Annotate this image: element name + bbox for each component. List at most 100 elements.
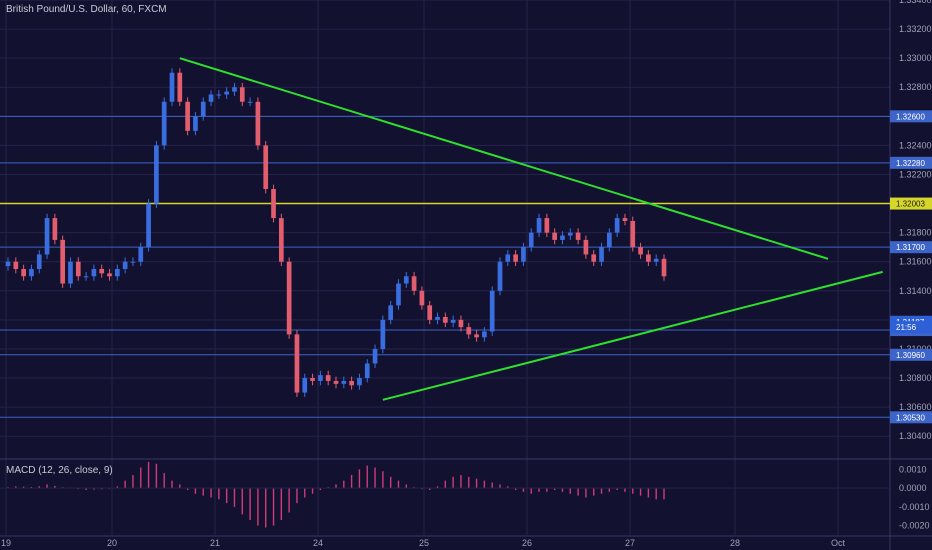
- candle-down[interactable]: [60, 239, 66, 284]
- trendline[interactable]: [179, 57, 829, 260]
- candle-down[interactable]: [442, 316, 448, 323]
- candle-up[interactable]: [357, 378, 362, 386]
- candle-up[interactable]: [138, 247, 144, 262]
- x-tick-label: 27: [625, 538, 635, 548]
- candle-down[interactable]: [99, 268, 105, 274]
- candle-up[interactable]: [653, 258, 659, 262]
- candle-up[interactable]: [200, 101, 206, 117]
- candle-up[interactable]: [403, 276, 409, 284]
- candle-down[interactable]: [552, 232, 558, 240]
- candle-up[interactable]: [232, 87, 237, 92]
- candle-down[interactable]: [325, 375, 331, 381]
- x-tick-label: 19: [1, 538, 11, 548]
- level-tag: [890, 156, 932, 169]
- price-tag-label: 21:56: [896, 323, 917, 332]
- candle-up[interactable]: [521, 247, 526, 262]
- candle-down[interactable]: [411, 276, 417, 291]
- candle-up[interactable]: [497, 261, 503, 291]
- candle-down[interactable]: [419, 290, 425, 306]
- candle-down[interactable]: [575, 232, 581, 240]
- candle-down[interactable]: [583, 239, 589, 255]
- candle-down[interactable]: [466, 327, 472, 335]
- candle-up[interactable]: [505, 254, 511, 262]
- candle-down[interactable]: [638, 247, 643, 255]
- candle-up[interactable]: [435, 316, 440, 320]
- candle-up[interactable]: [388, 305, 394, 320]
- candle-up[interactable]: [302, 378, 308, 393]
- candle-up[interactable]: [154, 145, 159, 204]
- candle-up[interactable]: [29, 268, 34, 277]
- candle-up[interactable]: [247, 101, 253, 103]
- candle-down[interactable]: [239, 87, 245, 102]
- level-tag: [890, 110, 932, 123]
- candle-up[interactable]: [450, 319, 456, 323]
- candle-up[interactable]: [91, 268, 97, 277]
- candle-up[interactable]: [68, 261, 73, 284]
- candle-down[interactable]: [591, 254, 597, 262]
- x-tick-label: Oct: [831, 538, 846, 548]
- candle-down[interactable]: [544, 218, 550, 233]
- candle-down[interactable]: [349, 380, 354, 386]
- candle-down[interactable]: [185, 101, 190, 131]
- candle-down[interactable]: [661, 258, 667, 277]
- candle-up[interactable]: [536, 218, 542, 233]
- candle-up[interactable]: [122, 261, 128, 269]
- candle-up[interactable]: [224, 91, 230, 95]
- candle-up[interactable]: [396, 283, 401, 306]
- candle-down[interactable]: [263, 145, 269, 190]
- level-tag-label: 1.32600: [896, 112, 925, 121]
- level-tag: [890, 348, 932, 361]
- candle-up[interactable]: [5, 261, 11, 267]
- candle-down[interactable]: [255, 101, 261, 146]
- candle-up[interactable]: [606, 232, 612, 248]
- candle-down[interactable]: [513, 254, 518, 262]
- candle-down[interactable]: [271, 189, 276, 219]
- candle-up[interactable]: [130, 261, 136, 263]
- candle-up[interactable]: [567, 232, 573, 236]
- candle-up[interactable]: [83, 276, 89, 278]
- candle-down[interactable]: [107, 273, 112, 277]
- candle-down[interactable]: [278, 218, 284, 262]
- candle-up[interactable]: [161, 101, 167, 146]
- candle-up[interactable]: [36, 254, 42, 269]
- candle-down[interactable]: [646, 254, 651, 262]
- candle-down[interactable]: [21, 268, 26, 277]
- candle-up[interactable]: [599, 247, 604, 262]
- candle-down[interactable]: [333, 380, 339, 384]
- candle-down[interactable]: [622, 218, 628, 222]
- candle-down[interactable]: [294, 334, 300, 393]
- x-tick-label: 25: [419, 538, 429, 548]
- candle-up[interactable]: [193, 116, 198, 131]
- y-tick-label: 1.31800: [899, 228, 932, 238]
- candle-up[interactable]: [380, 319, 386, 349]
- candle-down[interactable]: [13, 261, 19, 269]
- candle-down[interactable]: [75, 261, 81, 277]
- y-tick-label: 1.30600: [899, 402, 932, 412]
- candle-down[interactable]: [52, 218, 58, 240]
- candle-up[interactable]: [614, 218, 620, 233]
- candle-up[interactable]: [208, 94, 214, 102]
- candle-down[interactable]: [474, 334, 479, 338]
- candle-down[interactable]: [427, 305, 433, 320]
- candle-down[interactable]: [286, 261, 292, 335]
- candle-down[interactable]: [458, 319, 464, 328]
- trendline[interactable]: [382, 270, 883, 401]
- candle-up[interactable]: [318, 375, 323, 381]
- candle-down[interactable]: [630, 221, 636, 248]
- candle-up[interactable]: [114, 268, 120, 277]
- candle-down[interactable]: [177, 72, 183, 102]
- candle-up[interactable]: [169, 72, 175, 102]
- candle-up[interactable]: [372, 348, 378, 364]
- x-tick-label: 24: [313, 538, 323, 548]
- candle-up[interactable]: [489, 290, 495, 332]
- candle-up[interactable]: [528, 232, 534, 248]
- candle-up[interactable]: [216, 94, 222, 96]
- candle-up[interactable]: [560, 235, 565, 240]
- candle-up[interactable]: [44, 218, 50, 255]
- candle-down[interactable]: [310, 378, 315, 381]
- candle-up[interactable]: [482, 331, 487, 338]
- candle-up[interactable]: [146, 203, 151, 248]
- candle-up[interactable]: [364, 363, 370, 379]
- candle-up[interactable]: [341, 380, 347, 384]
